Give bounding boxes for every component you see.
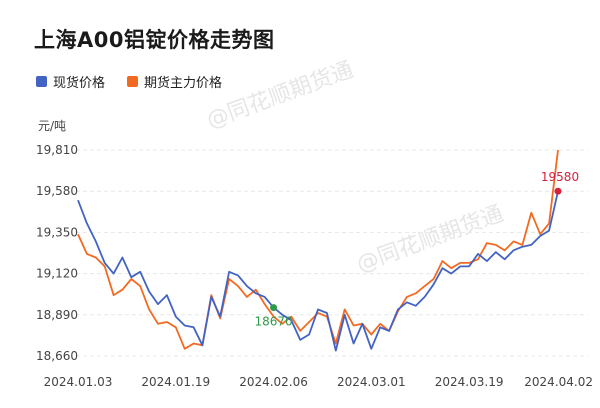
x-tick-label: 2024.03.01	[337, 375, 406, 389]
chart-title: 上海A00铝锭价格走势图	[34, 28, 275, 52]
y-tick-label: 19,580	[36, 184, 78, 198]
x-tick-label: 2024.04.02	[524, 375, 593, 389]
legend-item-spot[interactable]: 现货价格	[36, 72, 105, 91]
legend-swatch-futures	[127, 76, 139, 87]
x-tick-label: 2024.03.19	[435, 375, 504, 389]
series-line-0	[77, 191, 559, 352]
series-line-1	[77, 149, 559, 350]
x-tick-label: 2024.01.03	[44, 375, 113, 389]
y-axis-unit: 元/吨	[38, 119, 66, 133]
y-tick-label: 19,120	[36, 267, 78, 281]
legend: 现货价格 期货主力价格	[36, 72, 222, 91]
annotation-point	[270, 304, 278, 312]
x-tick-label: 2024.01.19	[141, 375, 210, 389]
legend-swatch-spot	[36, 76, 47, 87]
annotation-point	[554, 187, 562, 195]
watermark-0: @同花顺期货通	[204, 57, 357, 133]
legend-label-futures: 期货主力价格	[144, 76, 223, 91]
y-tick-label: 19,810	[36, 143, 78, 157]
legend-item-futures[interactable]: 期货主力价格	[127, 72, 222, 91]
y-tick-label: 18,890	[36, 308, 78, 322]
y-tick-label: 19,350	[36, 225, 78, 239]
annotation-label: 18670	[254, 315, 292, 329]
x-tick-label: 2024.02.06	[239, 375, 308, 389]
watermark-1: @同花顺期货通	[354, 201, 507, 277]
y-tick-label: 18,660	[36, 349, 78, 363]
legend-label-spot: 现货价格	[53, 76, 106, 91]
annotation-label: 19580	[541, 170, 579, 184]
